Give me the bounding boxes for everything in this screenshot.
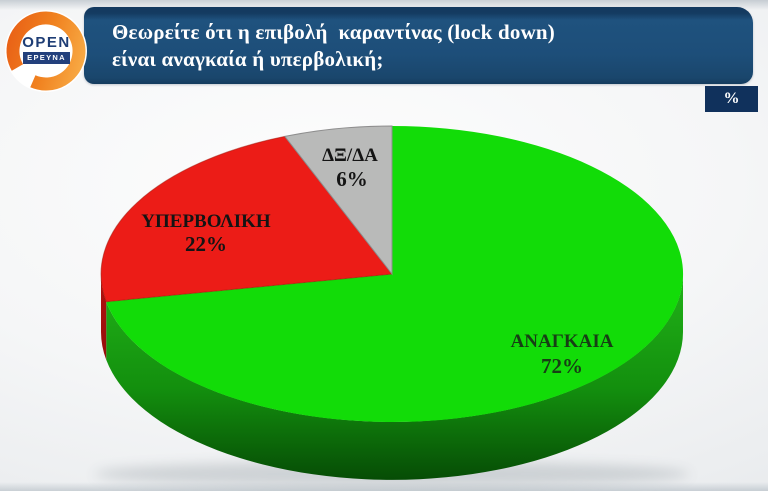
unit-percent-badge: %: [705, 86, 758, 112]
logo-subbrand-badge: ΕΡΕΥΝΑ: [23, 52, 70, 64]
value-dxda: 6%: [336, 167, 368, 191]
label-anagkaia: ΑΝΑΓΚΑΙΑ: [511, 331, 614, 352]
label-dxda: ΔΞ/ΔΑ: [322, 145, 378, 166]
logo-ring-stroke: [6, 11, 86, 91]
pie-slice-yperboliki: [100, 135, 393, 303]
open-ring-icon: [5, 10, 87, 92]
label-yperboliki: ΥΠΕΡΒΟΛΙΚΗ: [141, 211, 271, 232]
value-anagkaia: 72%: [541, 354, 583, 378]
pie-slice-anagkaia: [106, 125, 684, 422]
pie-slice-dxda: [284, 125, 393, 276]
question-line-2: είναι αναγκαία ή υπερβολική;: [112, 46, 384, 71]
value-yperboliki: 22%: [185, 232, 227, 256]
question-banner: Θεωρείτε ότι η επιβολή καραντίνας (lock …: [84, 7, 753, 84]
logo-brand-text: OPEN: [22, 34, 71, 51]
pie-side-yperboliki: [101, 274, 107, 360]
open-ereyna-logo: OPEN ΕΡΕΥΝΑ: [0, 2, 98, 100]
pie-side-anagkaia: [106, 274, 683, 480]
question-line-1: Θεωρείτε ότι η επιβολή καραντίνας (lock …: [112, 19, 556, 44]
